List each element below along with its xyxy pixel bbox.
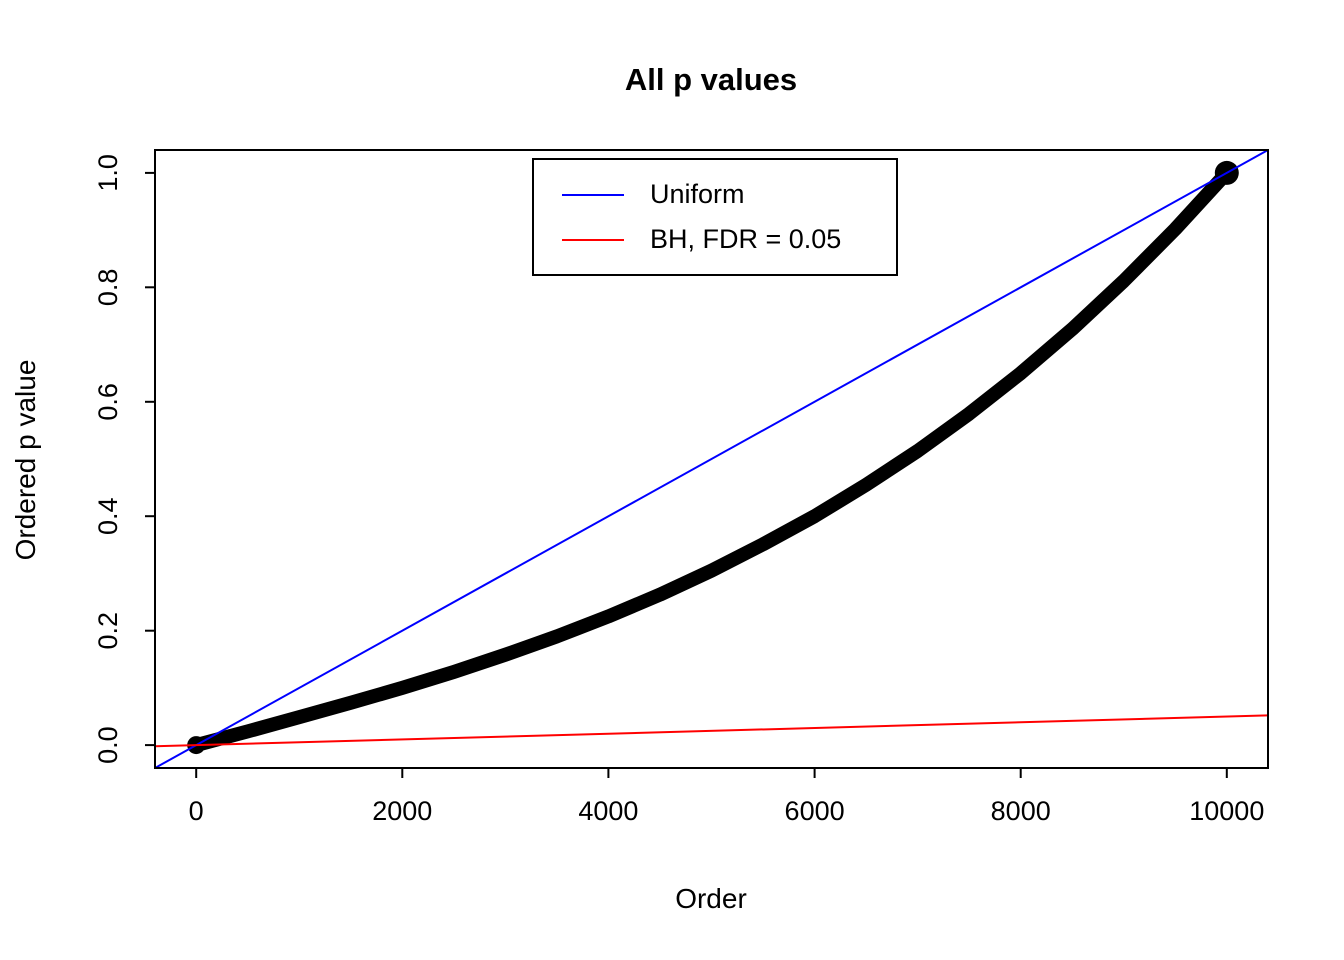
bh-fdr-line-swatch xyxy=(562,238,624,241)
series-layer xyxy=(155,150,1268,768)
x-tick-label: 6000 xyxy=(785,796,845,826)
legend-label-bh-fdr: BH, FDR = 0.05 xyxy=(650,224,842,254)
uniform-line-swatch xyxy=(562,193,624,196)
y-tick-label: 0.4 xyxy=(93,497,123,535)
legend-item-uniform: Uniform xyxy=(534,172,896,217)
uniform-reference-line xyxy=(155,150,1268,768)
legend: Uniform BH, FDR = 0.05 xyxy=(532,158,898,276)
y-axis-label: Ordered p value xyxy=(10,360,41,561)
legend-item-bh-fdr: BH, FDR = 0.05 xyxy=(534,217,896,262)
y-tick-label: 0.8 xyxy=(93,269,123,307)
y-tick-label: 0.2 xyxy=(93,612,123,650)
x-tick-label: 10000 xyxy=(1189,796,1264,826)
legend-label-uniform: Uniform xyxy=(650,179,745,209)
plot-box xyxy=(154,149,1269,769)
x-axis-label: Order xyxy=(675,883,747,914)
ordered-pvalue-curve xyxy=(189,165,1234,753)
plot-content-layer: 0 2000 4000 6000 8000 10000 0.0 0.2 0.4 0.6 0.8 1.0 xyxy=(93,149,1269,826)
y-tick-label: 0.0 xyxy=(93,726,123,764)
x-tick-label: 8000 xyxy=(991,796,1051,826)
x-tick-label: 4000 xyxy=(578,796,638,826)
y-tick-label: 0.6 xyxy=(93,383,123,421)
chart-title: All p values xyxy=(625,62,797,97)
x-tick-label: 2000 xyxy=(372,796,432,826)
bh-fdr-line xyxy=(155,714,1268,748)
x-tick-label: 0 xyxy=(189,796,204,826)
y-tick-label: 1.0 xyxy=(93,154,123,192)
